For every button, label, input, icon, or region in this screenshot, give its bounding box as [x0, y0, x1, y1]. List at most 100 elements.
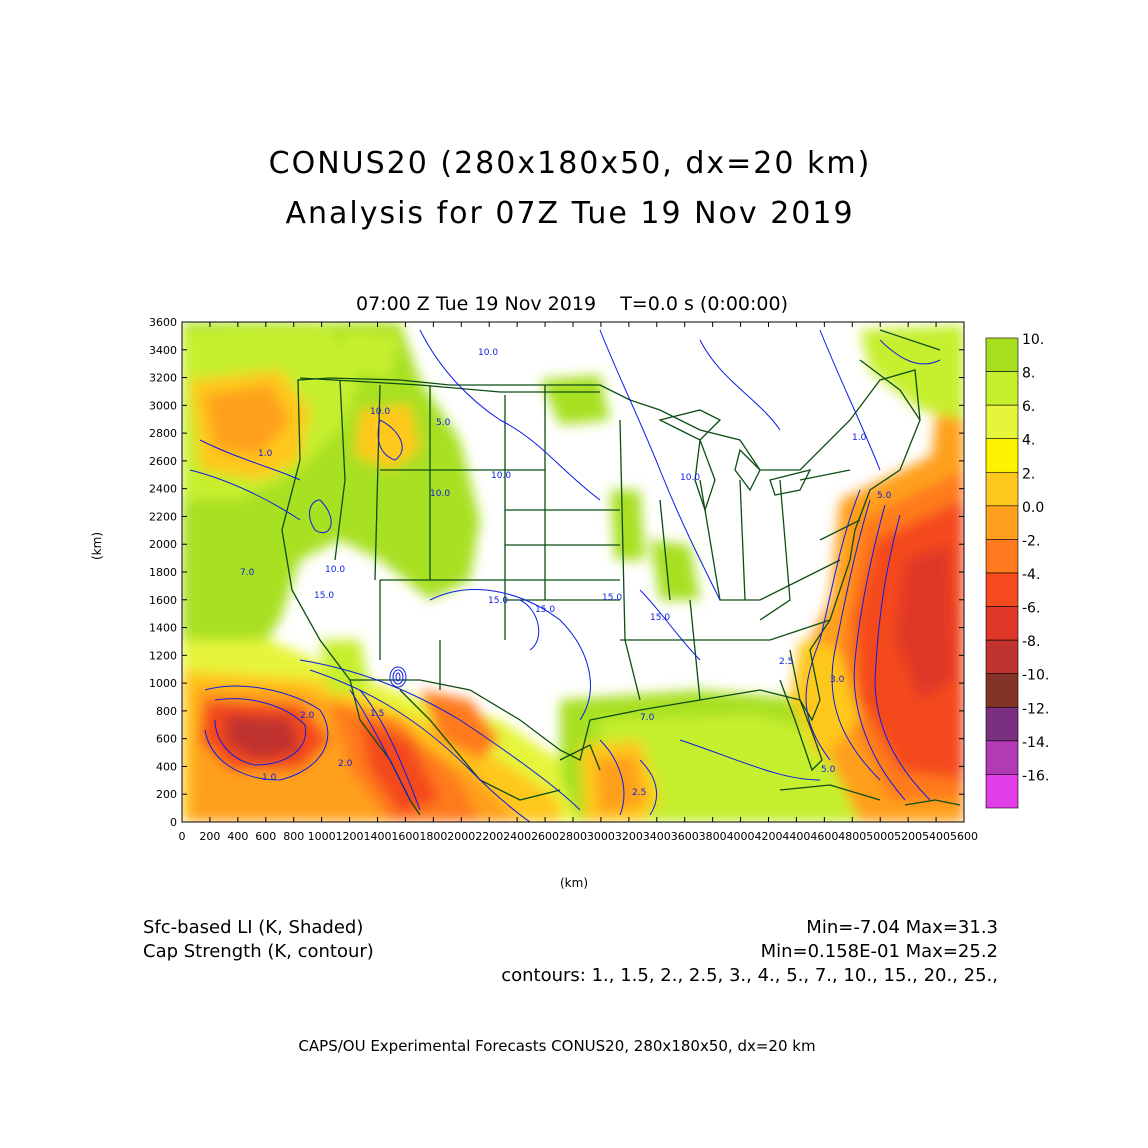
y-tick-label: 3200 — [149, 372, 177, 385]
contour-label: 5.0 — [877, 491, 892, 501]
colorbar-swatch — [985, 740, 1019, 775]
colorbar-swatch — [985, 606, 1019, 641]
colorbar: 10. 8. 6. 4. 2. 0.0 -2. -4. -6. -8. -10. -12. -14. -1… — [985, 332, 1049, 809]
colorbar-label: 10. — [1022, 332, 1044, 348]
x-tick-label: 4600 — [810, 830, 838, 843]
colorbar-swatch — [985, 774, 1019, 809]
contour-label: 5.0 — [436, 418, 451, 428]
y-tick-label: 1400 — [149, 622, 177, 635]
y-tick-label: 1800 — [149, 566, 177, 579]
y-tick-label: 1200 — [149, 649, 177, 662]
contour-labels: 10.0 10.0 10.0 10.0 10.0 10.0 15.0 15.0 15.0 15.0… — [240, 348, 892, 798]
contour-label: 2.0 — [338, 759, 353, 769]
x-tick-label: 600 — [255, 830, 276, 843]
colorbar-label: -10. — [1022, 668, 1049, 684]
x-tick-label: 1400 — [364, 830, 392, 843]
contour-label: 7.0 — [240, 568, 255, 578]
y-tick-label: 2800 — [149, 427, 177, 440]
contour-label: 1.0 — [852, 433, 867, 443]
y-tick-label: 600 — [156, 733, 177, 746]
contour-label: 7.0 — [640, 713, 655, 723]
contour-label: 10.0 — [430, 489, 450, 499]
contour-label: 10.0 — [680, 473, 700, 483]
colorbar-swatch — [985, 505, 1019, 540]
y-tick-label: 3400 — [149, 344, 177, 357]
y-tick-label: 400 — [156, 760, 177, 773]
x-tick-label: 200 — [199, 830, 220, 843]
x-tick-label: 3800 — [699, 830, 727, 843]
contour-label: 15.0 — [488, 596, 508, 606]
shaded-li-field — [182, 322, 964, 822]
contour-label: 5.0 — [821, 765, 836, 775]
valid-time-subtitle: 07:00 Z Tue 19 Nov 2019 T=0.0 s (0:00:00… — [356, 293, 788, 315]
x-tick-label: 2600 — [531, 830, 559, 843]
colorbar-swatch — [985, 706, 1019, 742]
contour-label: 15.0 — [602, 593, 622, 603]
map-boundaries — [281, 329, 961, 816]
y-tick-label: 2600 — [149, 455, 177, 468]
colorbar-swatch — [985, 438, 1019, 473]
x-tick-label: 1200 — [336, 830, 364, 843]
y-tick-label: 3000 — [149, 399, 177, 412]
colorbar-label: 6. — [1022, 399, 1035, 415]
colorbar-swatch — [985, 673, 1019, 708]
colorbar-label: -8. — [1022, 634, 1040, 650]
colorbar-label: -4. — [1022, 567, 1040, 583]
colorbar-swatch — [985, 371, 1019, 406]
x-tick-label: 3600 — [671, 830, 699, 843]
x-tick-label: 3000 — [587, 830, 615, 843]
contour-label: 2.5 — [632, 788, 646, 798]
y-tick-label: 800 — [156, 705, 177, 718]
x-tick-label: 0 — [179, 830, 186, 843]
chart-title-line2: Analysis for 07Z Tue 19 Nov 2019 — [285, 196, 855, 231]
contour-label: 15.0 — [535, 605, 555, 615]
colorbar-swatch — [985, 404, 1019, 440]
contour-label: 10.0 — [478, 348, 498, 358]
x-tick-label: 1000 — [308, 830, 336, 843]
y-tick-label: 200 — [156, 788, 177, 801]
contour-levels: contours: 1., 1.5, 2., 2.5, 3., 4., 5., … — [501, 965, 998, 986]
colorbar-swatch — [985, 337, 1019, 372]
colorbar-label: -12. — [1022, 701, 1049, 717]
colorbar-label: -6. — [1022, 601, 1040, 617]
contour-field-minmax: Min=0.158E-01 Max=25.2 — [761, 941, 998, 962]
colorbar-label: -16. — [1022, 768, 1049, 784]
x-tick-label: 4400 — [782, 830, 810, 843]
x-tick-label: 5200 — [894, 830, 922, 843]
y-tick-label: 1000 — [149, 677, 177, 690]
x-axis-ticks: 0 200 400 600 800 1000 1200 1400 1600 1800 2000 220… — [179, 322, 978, 843]
cap-strength-contours — [189, 329, 941, 822]
chart-title-line1: CONUS20 (280x180x50, dx=20 km) — [268, 146, 872, 181]
x-tick-label: 800 — [283, 830, 304, 843]
colorbar-label: 4. — [1022, 433, 1035, 449]
contour-label: 3.0 — [830, 675, 845, 685]
x-tick-label: 2200 — [475, 830, 503, 843]
x-tick-label: 5000 — [866, 830, 894, 843]
credit-line: CAPS/OU Experimental Forecasts CONUS20, … — [298, 1037, 815, 1055]
contour-field-name: Cap Strength (K, contour) — [143, 941, 374, 962]
shaded-field-minmax: Min=-7.04 Max=31.3 — [806, 917, 998, 938]
x-tick-label: 2000 — [447, 830, 475, 843]
contour-label: 1.0 — [262, 773, 277, 783]
y-tick-label: 1600 — [149, 594, 177, 607]
contour-label: 2.5 — [779, 657, 793, 667]
y-tick-label: 0 — [170, 816, 177, 829]
contour-label: 10.0 — [370, 407, 390, 417]
colorbar-swatch — [985, 471, 1019, 507]
contour-label: 1.5 — [370, 709, 384, 719]
x-tick-label: 5600 — [950, 830, 978, 843]
y-tick-label: 2200 — [149, 510, 177, 523]
x-tick-label: 1800 — [419, 830, 447, 843]
x-axis-label: (km) — [560, 876, 589, 890]
x-tick-label: 3200 — [615, 830, 643, 843]
contour-label: 1.0 — [258, 449, 273, 459]
y-tick-label: 3600 — [149, 316, 177, 329]
x-tick-label: 4200 — [755, 830, 783, 843]
y-tick-label: 2400 — [149, 483, 177, 496]
colorbar-label: -14. — [1022, 735, 1049, 751]
contour-label: 10.0 — [491, 471, 511, 481]
x-tick-label: 2400 — [503, 830, 531, 843]
contour-label: 10.0 — [325, 565, 345, 575]
y-tick-label: 2000 — [149, 538, 177, 551]
